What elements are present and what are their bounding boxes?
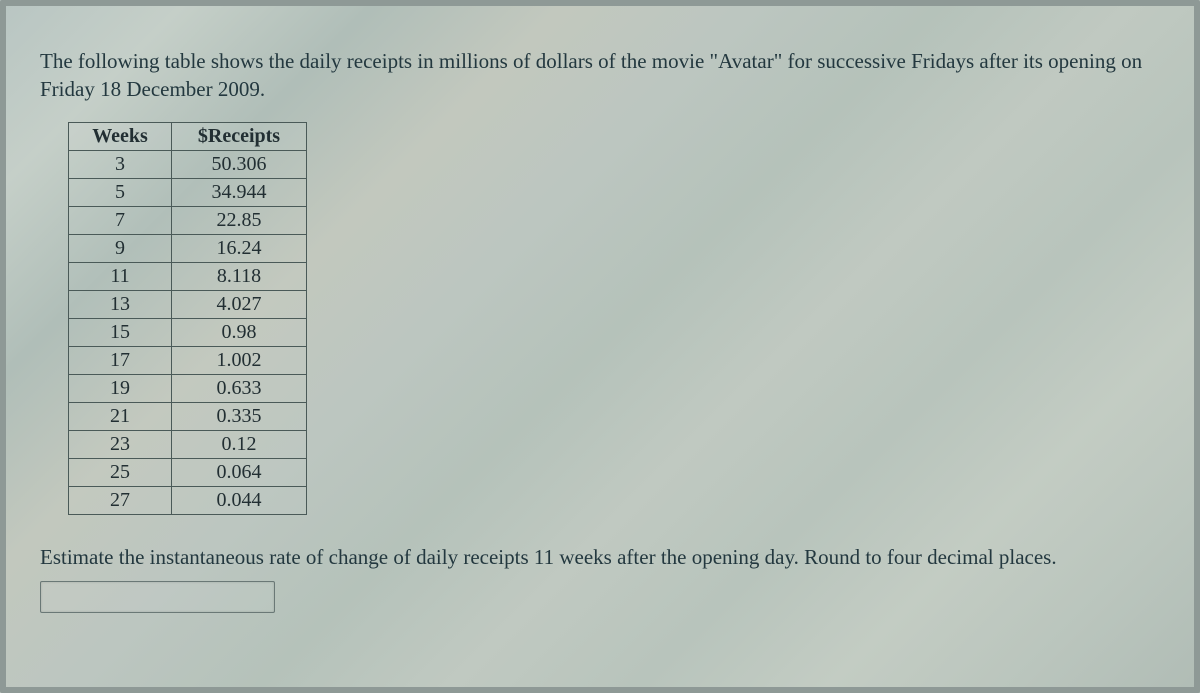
table-row: 25 0.064 (69, 458, 307, 486)
answer-input[interactable] (40, 581, 275, 613)
cell-weeks: 11 (69, 262, 172, 290)
table-row: 21 0.335 (69, 402, 307, 430)
receipts-table: Weeks $Receipts 3 50.306 5 34.944 7 22.8… (68, 122, 307, 515)
cell-weeks: 7 (69, 206, 172, 234)
cell-receipts: 0.633 (172, 374, 307, 402)
cell-receipts: 0.12 (172, 430, 307, 458)
table-row: 7 22.85 (69, 206, 307, 234)
cell-weeks: 3 (69, 150, 172, 178)
cell-weeks: 13 (69, 290, 172, 318)
cell-receipts: 8.118 (172, 262, 307, 290)
cell-receipts: 22.85 (172, 206, 307, 234)
table-row: 11 8.118 (69, 262, 307, 290)
cell-receipts: 0.335 (172, 402, 307, 430)
cell-receipts: 0.064 (172, 458, 307, 486)
cell-receipts: 0.044 (172, 486, 307, 514)
table-row: 13 4.027 (69, 290, 307, 318)
col-header-weeks: Weeks (69, 122, 172, 150)
table-body: 3 50.306 5 34.944 7 22.85 9 16.24 11 8.1… (69, 150, 307, 514)
table-row: 17 1.002 (69, 346, 307, 374)
cell-weeks: 23 (69, 430, 172, 458)
cell-receipts: 4.027 (172, 290, 307, 318)
table-row: 27 0.044 (69, 486, 307, 514)
col-header-receipts: $Receipts (172, 122, 307, 150)
cell-weeks: 15 (69, 318, 172, 346)
intro-paragraph: The following table shows the daily rece… (40, 47, 1160, 104)
table-row: 23 0.12 (69, 430, 307, 458)
table-row: 3 50.306 (69, 150, 307, 178)
cell-receipts: 34.944 (172, 178, 307, 206)
table-row: 19 0.633 (69, 374, 307, 402)
cell-receipts: 1.002 (172, 346, 307, 374)
cell-weeks: 19 (69, 374, 172, 402)
table-row: 5 34.944 (69, 178, 307, 206)
cell-weeks: 9 (69, 234, 172, 262)
cell-weeks: 17 (69, 346, 172, 374)
cell-receipts: 16.24 (172, 234, 307, 262)
table-row: 9 16.24 (69, 234, 307, 262)
cell-weeks: 21 (69, 402, 172, 430)
cell-weeks: 25 (69, 458, 172, 486)
cell-weeks: 27 (69, 486, 172, 514)
table-row: 15 0.98 (69, 318, 307, 346)
table-header-row: Weeks $Receipts (69, 122, 307, 150)
cell-receipts: 0.98 (172, 318, 307, 346)
cell-weeks: 5 (69, 178, 172, 206)
question-text: Estimate the instantaneous rate of chang… (40, 543, 1160, 571)
cell-receipts: 50.306 (172, 150, 307, 178)
